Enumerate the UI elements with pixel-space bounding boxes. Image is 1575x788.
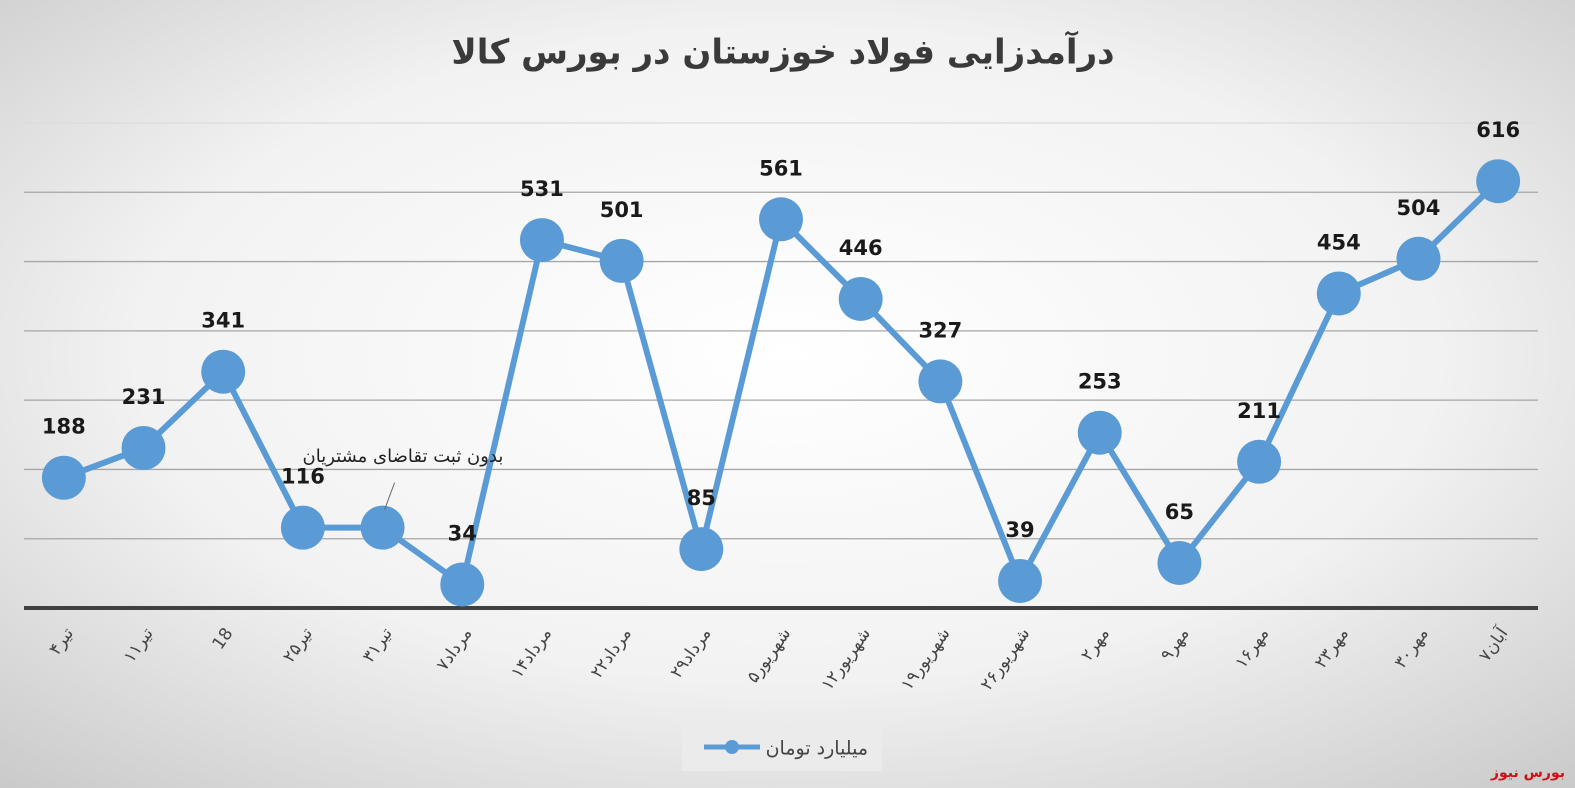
legend-label: میلیارد تومان: [766, 738, 868, 760]
value-label: 616: [1476, 118, 1520, 142]
point: [599, 238, 644, 283]
chart-title: درآمدزایی فولاد خوزستان در بورس کالا: [451, 31, 1114, 73]
value-label: 454: [1317, 230, 1361, 254]
point: [360, 505, 405, 550]
legend-marker: [725, 740, 739, 754]
point: [1157, 540, 1202, 585]
value-label: 253: [1078, 370, 1122, 394]
value-label: 116: [281, 465, 325, 489]
point: [121, 425, 166, 470]
point: [998, 558, 1043, 603]
point: [1237, 439, 1282, 484]
value-label: 85: [687, 486, 716, 510]
point: [759, 197, 803, 242]
source: بورس نیوز: [1490, 765, 1565, 781]
point: [519, 218, 564, 263]
value-label: 561: [759, 156, 803, 180]
point: [838, 276, 883, 321]
value-label: 504: [1397, 196, 1441, 220]
value-label: 39: [1005, 518, 1034, 542]
point: [679, 527, 724, 572]
point: [918, 359, 963, 404]
point: [1476, 159, 1521, 204]
point: [440, 562, 485, 607]
point: [280, 505, 325, 550]
point: [201, 349, 246, 394]
point: [1316, 271, 1361, 316]
annotation-leader: [384, 482, 396, 510]
value-label: 34: [448, 521, 477, 545]
point: [1396, 236, 1441, 281]
value-label: 65: [1165, 500, 1194, 524]
value-label: 341: [201, 309, 245, 333]
value-label: 231: [122, 385, 166, 409]
value-label: 501: [600, 198, 644, 222]
value-label: 188: [42, 415, 86, 439]
value-label: 531: [520, 177, 564, 201]
annotation: بدون ثبت تقاضای مشتریان: [303, 446, 504, 467]
point: [41, 455, 86, 500]
value-label: 446: [839, 236, 883, 260]
value-label: 327: [918, 318, 962, 342]
point: [1077, 410, 1122, 455]
value-label: 211: [1237, 399, 1281, 423]
